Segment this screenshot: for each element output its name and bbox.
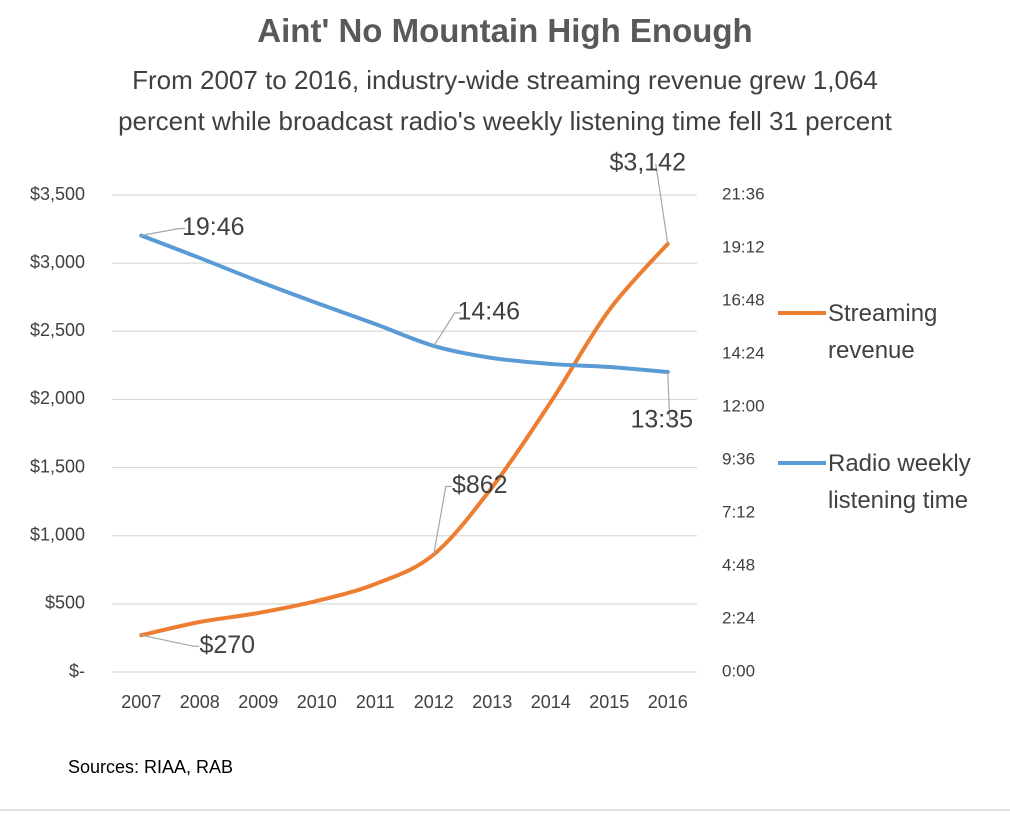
y-tick-label: $1,500 bbox=[30, 456, 85, 476]
data-label: 14:46 bbox=[457, 298, 520, 326]
y2-tick-label: 2:24 bbox=[722, 608, 755, 627]
leader-line bbox=[433, 485, 452, 555]
data-label: 19:46 bbox=[182, 213, 245, 241]
y-tick-label: $1,000 bbox=[30, 524, 85, 544]
x-tick-label: 2010 bbox=[297, 692, 337, 712]
y2-tick-label: 12:00 bbox=[722, 396, 765, 415]
leader-line bbox=[655, 163, 669, 244]
chart-title: Aint' No Mountain High Enough bbox=[257, 12, 753, 49]
data-label: $3,142 bbox=[610, 148, 686, 176]
x-tick-label: 2008 bbox=[180, 692, 220, 712]
series-line bbox=[139, 241, 670, 638]
y2-tick-label: 21:36 bbox=[722, 184, 765, 203]
y2-tick-label: 9:36 bbox=[722, 449, 755, 468]
data-label: $862 bbox=[452, 471, 508, 499]
y-tick-label: $2,000 bbox=[30, 388, 85, 408]
y2-tick-label: 14:24 bbox=[722, 343, 765, 362]
leader-line bbox=[667, 372, 671, 422]
leader-line bbox=[141, 634, 200, 647]
chart-subtitle: From 2007 to 2016, industry-wide streami… bbox=[118, 65, 892, 136]
y-tick-label: $- bbox=[69, 661, 85, 681]
data-label: $270 bbox=[199, 631, 255, 659]
y2-tick-label: 4:48 bbox=[722, 555, 755, 574]
x-tick-label: 2013 bbox=[472, 692, 512, 712]
leader-line bbox=[433, 312, 461, 347]
y2-tick-label: 16:48 bbox=[722, 290, 765, 309]
source-note: Sources: RIAA, RAB bbox=[68, 757, 234, 777]
legend-label: Radio weekly listening time bbox=[828, 450, 971, 514]
y-tick-label: $3,000 bbox=[30, 252, 85, 272]
data-label: 13:35 bbox=[630, 406, 693, 434]
x-tick-label: 2009 bbox=[238, 692, 278, 712]
leader-line bbox=[141, 227, 186, 237]
x-tick-label: 2011 bbox=[356, 692, 395, 712]
y2-tick-label: 7:12 bbox=[722, 502, 755, 521]
x-tick-label: 2014 bbox=[531, 692, 571, 712]
y-tick-label: $2,500 bbox=[30, 320, 85, 340]
x-tick-label: 2012 bbox=[414, 692, 454, 712]
y2-tick-label: 0:00 bbox=[722, 661, 755, 680]
x-tick-label: 2015 bbox=[589, 692, 629, 712]
y2-tick-label: 19:12 bbox=[722, 237, 765, 256]
x-tick-label: 2007 bbox=[121, 692, 161, 712]
y-tick-label: $3,500 bbox=[30, 184, 85, 204]
x-tick-label: 2016 bbox=[648, 692, 688, 712]
legend-label: Streaming revenue bbox=[828, 300, 938, 364]
series-line bbox=[139, 233, 670, 375]
y-tick-label: $500 bbox=[45, 593, 85, 613]
